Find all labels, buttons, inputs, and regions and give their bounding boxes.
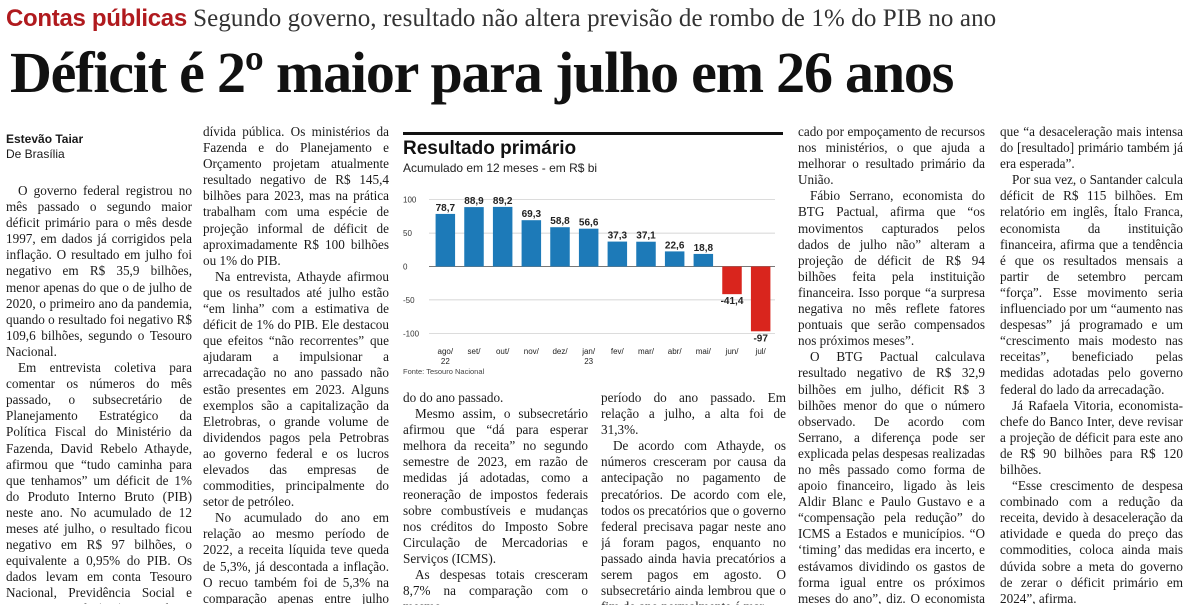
paragraph: do do ano passado. [403,390,504,405]
bar [750,266,771,332]
x-tick-label: out/ [496,347,510,356]
x-tick-label: dez/ [552,347,568,356]
article-column-1: Estevão Taiar De Brasília O governo fede… [6,124,192,604]
chart-source: Fonte: Tesouro Nacional [403,367,485,376]
data-label: 37,3 [608,231,628,242]
chart-title: Resultado primário [403,138,577,159]
paragraph: Fábio Serrano, economista do BTG Pactual… [798,188,985,349]
bar [521,220,542,267]
x-tick-label: mar/ [638,347,655,356]
data-label: 37,1 [636,231,656,242]
data-label: -41,4 [721,296,744,307]
paragraph: No acumulado do ano em relação ao mesmo … [203,510,389,604]
paragraph: O BTG Pactual calculava resultado negati… [798,349,985,604]
chart-plot: 100 50 0 -50 -100 78,7 ago/22 88,9 set/89,2 out/6… [403,196,775,366]
paragraph: Por sua vez, o Santander calcula déficit… [1000,172,1183,397]
paragraph: Mesmo assim, o subsecretário afirmou que… [403,406,588,566]
x-tick-label: jul/ [755,347,767,356]
article-column-6: que “a desaceleração mais intensa do [re… [1000,124,1183,604]
data-label: 89,2 [493,196,513,207]
y-tick-label: 0 [403,263,408,272]
kicker: Contas públicas Segundo governo, resulta… [6,4,1184,34]
x-tick-label: nov/ [524,347,540,356]
article-column-2: dívida pública. Os ministérios da Fazend… [203,124,389,604]
paragraph: dívida pública. Os ministérios da Fazend… [203,124,389,268]
x-tick-label: abr/ [668,347,683,356]
x-tick-label: 23 [584,357,593,366]
paragraph: Já Rafaela Vitoria, economista-chefe do … [1000,397,1183,477]
data-label: -97 [753,333,768,344]
bar [578,228,599,267]
bar [492,206,513,267]
x-tick-label: mai/ [696,347,712,356]
section-label: Contas públicas [6,5,187,32]
x-tick-label: set/ [468,347,482,356]
byline-author: Estevão Taiar [6,132,84,146]
paragraph: De acordo com Athayde, os números cresce… [601,438,786,605]
data-label: 58,8 [550,216,570,227]
y-tick-label: 100 [403,196,417,205]
data-label: 18,8 [694,243,714,254]
chart-subtitle: Acumulado em 12 meses - em R$ bi [403,161,598,175]
paragraph: que “a desaceleração mais intensa do [re… [1000,124,1183,172]
bar [607,241,628,267]
bar [664,251,685,267]
article-column-4: período do ano passado. Em relação a jul… [601,390,786,605]
article-column-3: do do ano passado. Mesmo assim, o subsec… [403,390,588,605]
paragraph: As despesas totais cresceram 8,7% na com… [403,567,588,605]
paragraph: Na entrevista, Athayde afirmou que os re… [203,268,389,510]
x-tick-label: 22 [441,357,450,366]
x-tick-label: jan/ [581,347,596,356]
data-label: 88,9 [464,196,484,207]
x-tick-label: jun/ [725,347,740,356]
paragraph: cado por empoçamento de recursos nos min… [798,124,985,188]
paragraph: “Esse crescimento de despesa combinado c… [1000,478,1183,604]
headline: Déficit é 2º maior para julho em 26 anos [10,40,954,105]
data-label: 78,7 [436,203,456,214]
byline: Estevão Taiar De Brasília [6,132,192,162]
bar [550,227,570,267]
paragraph: O governo federal registrou no mês passa… [6,183,192,359]
bar [693,253,714,267]
subheadline: Segundo governo, resultado não altera pr… [193,5,997,32]
x-tick-label: ago/ [438,347,454,356]
data-label: 69,3 [522,209,542,220]
data-label: 56,6 [579,218,599,229]
y-tick-label: -100 [403,329,420,338]
y-tick-label: 50 [403,229,412,238]
article-column-5: cado por empoçamento de recursos nos min… [798,124,985,604]
x-tick-label: fev/ [611,347,625,356]
data-label: 22,6 [665,240,685,251]
bar [435,213,456,267]
bar [464,207,484,267]
paragraph: Em entrevista coletiva para comentar os … [6,360,192,604]
byline-location: De Brasília [6,147,65,161]
paragraph: período do ano passado. Em relação a jul… [601,390,786,438]
y-tick-label: -50 [403,296,415,305]
chart: Resultado primário Acumulado em 12 meses… [403,132,783,383]
bar [636,241,656,267]
bar [722,266,742,295]
